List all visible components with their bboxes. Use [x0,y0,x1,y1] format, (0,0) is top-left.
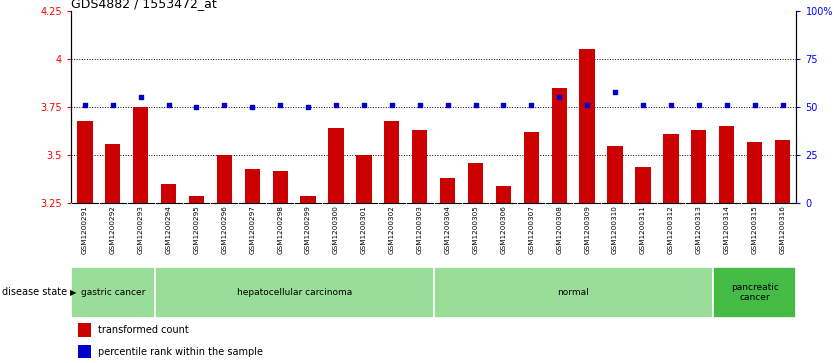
Bar [161,184,176,203]
Text: GSM1200293: GSM1200293 [138,205,143,254]
Bar [691,130,706,203]
Text: GSM1200315: GSM1200315 [751,205,757,254]
Bar [273,171,288,203]
Point [553,95,566,101]
Text: GSM1200312: GSM1200312 [668,205,674,254]
Bar [636,167,651,203]
Text: GSM1200297: GSM1200297 [249,205,255,254]
Text: GSM1200299: GSM1200299 [305,205,311,254]
Text: gastric cancer: gastric cancer [81,288,145,297]
Bar [78,121,93,203]
Bar [71,267,154,318]
Bar [434,267,713,318]
Point [78,102,92,108]
Point [748,102,761,108]
Text: ▶: ▶ [70,288,77,297]
Text: GSM1200311: GSM1200311 [640,205,646,254]
Text: GSM1200309: GSM1200309 [584,205,590,254]
Text: GSM1200305: GSM1200305 [473,205,479,254]
Bar [747,142,762,203]
Text: GSM1200291: GSM1200291 [82,205,88,254]
Text: hepatocellular carcinoma: hepatocellular carcinoma [237,288,352,297]
Point [385,102,399,108]
Point [106,102,119,108]
Point [692,102,706,108]
Bar [524,132,539,203]
Text: pancreatic
cancer: pancreatic cancer [731,282,779,302]
Point [218,102,231,108]
Text: GSM1200308: GSM1200308 [556,205,562,254]
Point [190,104,203,110]
Bar [580,49,595,203]
Bar [356,155,372,203]
Bar [713,267,796,318]
Text: GSM1200313: GSM1200313 [696,205,701,254]
Point [441,102,455,108]
Text: disease state: disease state [2,287,67,297]
Point [636,102,650,108]
Text: GSM1200306: GSM1200306 [500,205,506,254]
Text: GSM1200300: GSM1200300 [333,205,339,254]
Bar [244,169,260,203]
Bar [217,155,232,203]
Text: GSM1200296: GSM1200296 [221,205,228,254]
Text: GSM1200303: GSM1200303 [417,205,423,254]
Point [162,102,175,108]
Text: GSM1200301: GSM1200301 [361,205,367,254]
Point [274,102,287,108]
Bar [440,178,455,203]
Point [720,102,733,108]
Bar [551,88,567,203]
Bar [412,130,427,203]
Point [134,95,148,101]
Point [776,102,789,108]
Bar [78,323,91,337]
Point [497,102,510,108]
Text: GSM1200294: GSM1200294 [166,205,172,254]
Point [525,102,538,108]
Text: GSM1200304: GSM1200304 [445,205,450,254]
Text: GSM1200316: GSM1200316 [780,205,786,254]
Text: GSM1200292: GSM1200292 [110,205,116,254]
Bar [133,107,148,203]
Point [301,104,314,110]
Bar [719,126,735,203]
Bar [775,140,790,203]
Point [329,102,343,108]
Text: GSM1200302: GSM1200302 [389,205,394,254]
Point [580,102,594,108]
Point [608,89,621,95]
Text: percentile rank within the sample: percentile rank within the sample [98,347,264,357]
Text: GSM1200295: GSM1200295 [193,205,199,254]
Bar [468,163,483,203]
Text: GSM1200298: GSM1200298 [277,205,284,254]
Text: GSM1200310: GSM1200310 [612,205,618,254]
Point [245,104,259,110]
Point [469,102,482,108]
Bar [663,134,679,203]
Text: transformed count: transformed count [98,325,189,335]
Bar [300,196,316,203]
Bar [188,196,204,203]
Bar [154,267,434,318]
Bar [329,128,344,203]
Point [664,102,677,108]
Text: normal: normal [557,288,589,297]
Text: GSM1200314: GSM1200314 [724,205,730,254]
Point [413,102,426,108]
Bar [105,144,120,203]
Bar [384,121,399,203]
Bar [78,345,91,359]
Text: GSM1200307: GSM1200307 [529,205,535,254]
Point [357,102,370,108]
Text: GDS4882 / 1553472_at: GDS4882 / 1553472_at [71,0,217,10]
Bar [607,146,623,203]
Bar [495,186,511,203]
